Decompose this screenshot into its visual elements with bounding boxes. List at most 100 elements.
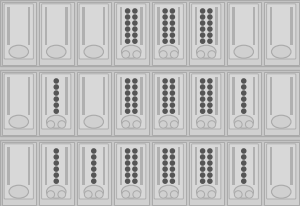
Circle shape — [208, 15, 212, 19]
Ellipse shape — [47, 121, 55, 128]
Ellipse shape — [46, 115, 66, 128]
Ellipse shape — [122, 191, 130, 198]
FancyBboxPatch shape — [267, 144, 296, 199]
Circle shape — [163, 21, 167, 25]
Ellipse shape — [170, 191, 178, 198]
Circle shape — [208, 173, 212, 177]
Bar — [28, 147, 30, 185]
Bar — [39, 142, 74, 205]
Bar — [0, 70, 300, 136]
Ellipse shape — [58, 121, 66, 128]
Circle shape — [208, 9, 212, 13]
Circle shape — [126, 97, 130, 101]
Circle shape — [54, 91, 58, 95]
Ellipse shape — [58, 191, 66, 198]
Bar — [232, 77, 235, 115]
Bar — [195, 7, 197, 45]
Ellipse shape — [159, 121, 167, 128]
Circle shape — [170, 9, 174, 13]
Circle shape — [163, 97, 167, 101]
Bar — [82, 77, 85, 115]
Circle shape — [208, 109, 212, 113]
Circle shape — [133, 173, 137, 177]
Bar — [120, 7, 122, 45]
Bar — [232, 7, 235, 45]
Bar — [226, 1, 261, 64]
Bar — [264, 142, 298, 205]
Circle shape — [126, 173, 130, 177]
Circle shape — [54, 149, 58, 153]
Bar — [290, 7, 293, 45]
Circle shape — [92, 161, 96, 165]
Circle shape — [208, 39, 212, 43]
Circle shape — [242, 155, 246, 159]
Circle shape — [126, 103, 130, 107]
Circle shape — [170, 103, 174, 107]
Circle shape — [170, 161, 174, 165]
Circle shape — [201, 161, 205, 165]
Bar — [178, 147, 180, 185]
Bar — [76, 1, 111, 64]
Bar — [215, 7, 218, 45]
FancyBboxPatch shape — [4, 144, 33, 199]
Circle shape — [163, 173, 167, 177]
Circle shape — [208, 79, 212, 83]
Ellipse shape — [159, 191, 167, 198]
Circle shape — [126, 161, 130, 165]
FancyBboxPatch shape — [79, 144, 108, 199]
Circle shape — [126, 9, 130, 13]
Ellipse shape — [272, 185, 291, 198]
Ellipse shape — [272, 115, 291, 128]
Circle shape — [133, 103, 137, 107]
Bar — [152, 71, 186, 135]
FancyBboxPatch shape — [154, 144, 183, 199]
Ellipse shape — [197, 121, 205, 128]
Circle shape — [54, 85, 58, 89]
Circle shape — [170, 179, 174, 183]
Ellipse shape — [122, 45, 141, 58]
Bar — [28, 7, 30, 45]
FancyBboxPatch shape — [229, 74, 258, 129]
Circle shape — [208, 179, 212, 183]
Bar — [253, 77, 255, 115]
Circle shape — [163, 33, 167, 37]
Bar — [140, 77, 143, 115]
Ellipse shape — [234, 45, 254, 58]
FancyBboxPatch shape — [154, 74, 183, 129]
Circle shape — [201, 167, 205, 171]
Circle shape — [126, 79, 130, 83]
Ellipse shape — [245, 191, 253, 198]
Circle shape — [208, 149, 212, 153]
Ellipse shape — [84, 185, 104, 198]
Bar — [76, 71, 111, 135]
Bar — [189, 71, 224, 135]
Bar — [215, 147, 218, 185]
FancyBboxPatch shape — [229, 4, 258, 59]
Circle shape — [163, 179, 167, 183]
Bar — [65, 7, 68, 45]
Ellipse shape — [9, 185, 28, 198]
Ellipse shape — [95, 191, 103, 198]
Bar — [2, 71, 36, 135]
Circle shape — [133, 15, 137, 19]
FancyBboxPatch shape — [79, 74, 108, 129]
Bar — [290, 147, 293, 185]
Circle shape — [201, 179, 205, 183]
Ellipse shape — [234, 185, 254, 198]
FancyBboxPatch shape — [42, 144, 71, 199]
Bar — [264, 1, 298, 64]
Ellipse shape — [170, 51, 178, 58]
Circle shape — [208, 85, 212, 89]
Circle shape — [242, 97, 246, 101]
Circle shape — [133, 161, 137, 165]
Circle shape — [133, 179, 137, 183]
Ellipse shape — [84, 45, 104, 58]
Circle shape — [201, 97, 205, 101]
Bar — [290, 77, 293, 115]
Bar — [114, 71, 148, 135]
FancyBboxPatch shape — [267, 74, 296, 129]
Circle shape — [170, 167, 174, 171]
Circle shape — [201, 173, 205, 177]
Ellipse shape — [84, 191, 92, 198]
Circle shape — [201, 39, 205, 43]
